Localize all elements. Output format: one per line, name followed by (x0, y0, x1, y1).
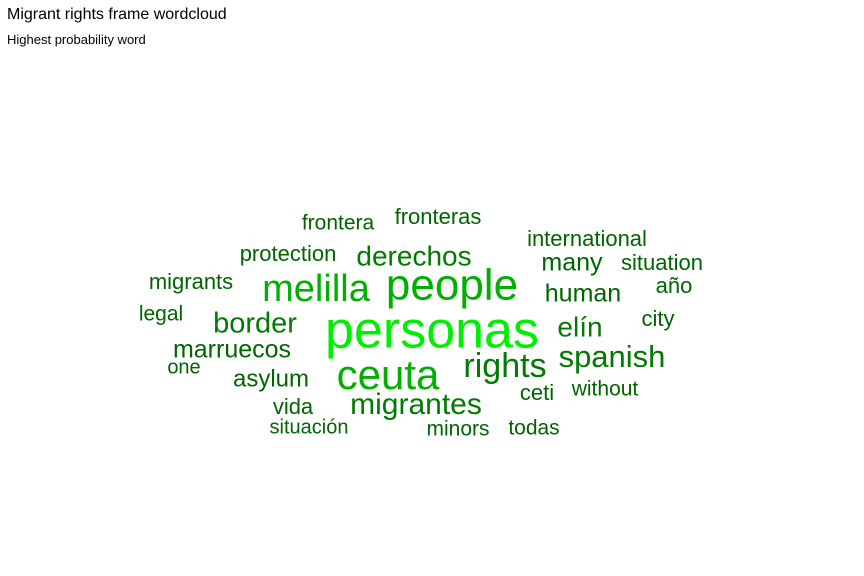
word-17: protection (240, 241, 337, 266)
word-19: migrants (149, 269, 233, 294)
word-20: año (656, 273, 693, 298)
word-2: people (386, 261, 518, 310)
word-28: situación (270, 416, 349, 438)
word-0: personas (325, 302, 539, 360)
word-6: spanish (559, 339, 666, 374)
word-11: many (541, 249, 603, 277)
word-27: todas (508, 417, 559, 440)
word-16: frontera (302, 212, 375, 235)
word-18: situation (621, 250, 703, 275)
word-9: elín (557, 311, 602, 342)
word-23: ceti (520, 380, 554, 405)
word-13: asylum (233, 365, 309, 392)
word-24: without (571, 378, 639, 401)
word-7: border (213, 308, 297, 340)
word-26: minors (426, 418, 489, 441)
word-21: city (642, 306, 675, 331)
word-5: migrantes (350, 388, 482, 421)
chart-subtitle: Highest probability word (7, 32, 146, 47)
word-14: fronteras (395, 204, 482, 229)
word-29: one (167, 356, 200, 378)
word-15: international (527, 226, 647, 251)
word-22: legal (139, 303, 183, 326)
word-4: rights (463, 347, 546, 385)
word-8: derechos (356, 240, 471, 271)
word-1: ceuta (337, 351, 440, 398)
word-3: melilla (262, 268, 371, 310)
word-10: marruecos (173, 336, 291, 364)
word-12: human (545, 280, 621, 308)
word-25: vida (273, 394, 314, 419)
chart-title: Migrant rights frame wordcloud (7, 6, 227, 23)
